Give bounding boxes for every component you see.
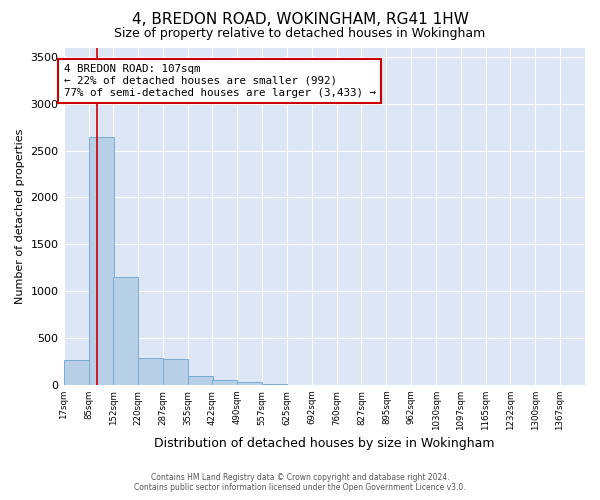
Bar	[138, 358, 163, 385]
Text: 4 BREDON ROAD: 107sqm
← 22% of detached houses are smaller (992)
77% of semi-det: 4 BREDON ROAD: 107sqm ← 22% of detached …	[64, 64, 376, 98]
Bar	[64, 360, 89, 385]
Bar	[212, 380, 238, 385]
Bar	[188, 376, 213, 385]
Bar	[89, 136, 113, 385]
Text: 4, BREDON ROAD, WOKINGHAM, RG41 1HW: 4, BREDON ROAD, WOKINGHAM, RG41 1HW	[131, 12, 469, 28]
Text: Size of property relative to detached houses in Wokingham: Size of property relative to detached ho…	[115, 28, 485, 40]
Bar	[238, 382, 262, 385]
Bar	[163, 358, 188, 385]
Y-axis label: Number of detached properties: Number of detached properties	[15, 128, 25, 304]
Text: Contains HM Land Registry data © Crown copyright and database right 2024.
Contai: Contains HM Land Registry data © Crown c…	[134, 473, 466, 492]
Bar	[113, 277, 138, 385]
X-axis label: Distribution of detached houses by size in Wokingham: Distribution of detached houses by size …	[154, 437, 494, 450]
